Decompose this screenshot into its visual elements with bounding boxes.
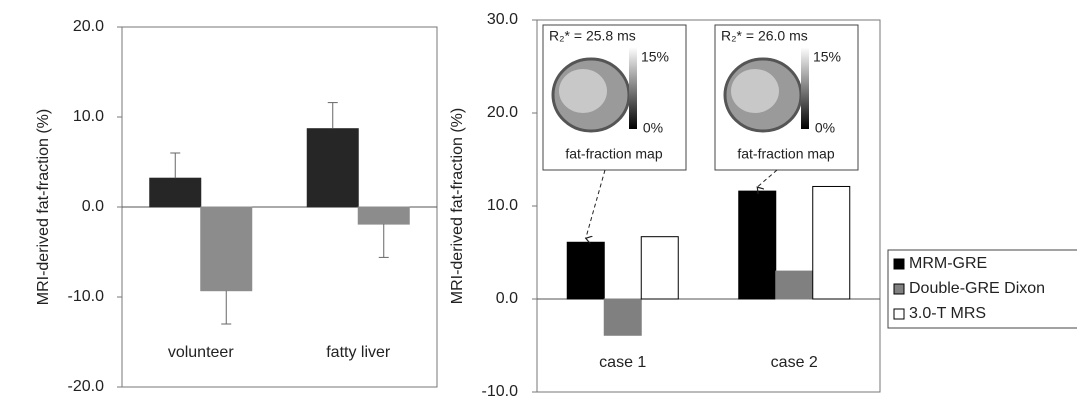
y-tick-label: 0.0 — [82, 198, 104, 215]
bar — [739, 191, 776, 299]
y-tick-label: 0.0 — [496, 290, 518, 307]
error-bar — [170, 153, 180, 178]
inset-scale-max: 15% — [641, 49, 669, 65]
inset-colorbar — [801, 47, 809, 129]
bar — [150, 178, 201, 207]
y-tick-label: 10.0 — [73, 108, 104, 125]
bar — [776, 271, 813, 299]
page: {"chart_data": [ {"type": "bar", "y_labe… — [0, 0, 1077, 398]
inset-arrow — [586, 170, 605, 238]
inset-liver-tissue — [559, 69, 607, 113]
figure: MRI-derived fat-fraction (%) -20.0 -10.0 0.… — [0, 0, 1077, 398]
x-category-label: volunteer — [168, 344, 234, 361]
x-category-label: fatty liver — [326, 344, 391, 361]
legend-swatch — [894, 259, 904, 269]
inset-scale-min: 0% — [643, 120, 663, 136]
legend-label: Double-GRE Dixon — [909, 280, 1045, 297]
inset-colorbar — [629, 47, 637, 129]
y-tick-label: 30.0 — [487, 11, 518, 28]
x-category-label: case 1 — [599, 354, 646, 371]
error-bar — [328, 103, 338, 129]
y-axis-title: MRI-derived fat-fraction (%) — [449, 108, 466, 305]
bar — [307, 129, 358, 207]
inset-title: R₂* = 26.0 ms — [721, 28, 808, 44]
y-tick-label: -10.0 — [68, 288, 105, 305]
inset-caption: fat-fraction map — [565, 146, 662, 162]
x-category-label: case 2 — [771, 354, 818, 371]
y-axis-title: MRI-derived fat-fraction (%) — [35, 109, 52, 306]
inset-scale-max: 15% — [813, 49, 841, 65]
y-tick-label: -10.0 — [482, 383, 519, 398]
bar — [358, 207, 409, 224]
bar — [813, 186, 850, 299]
legend-swatch — [894, 309, 904, 319]
y-tick-label: 10.0 — [487, 197, 518, 214]
error-bar — [221, 291, 231, 324]
inset-liver-tissue — [731, 69, 779, 113]
legend-swatch — [894, 284, 904, 294]
inset-arrow — [757, 170, 777, 187]
inset-caption: fat-fraction map — [737, 146, 834, 162]
y-tick-label: -20.0 — [68, 378, 105, 395]
bar — [567, 242, 604, 299]
bar — [604, 299, 641, 335]
error-bar — [379, 224, 389, 257]
y-tick-label: 20.0 — [487, 104, 518, 121]
legend-label: 3.0-T MRS — [909, 305, 986, 322]
y-tick-label: 20.0 — [73, 18, 104, 35]
inset-scale-min: 0% — [815, 120, 835, 136]
legend-label: MRM-GRE — [909, 255, 987, 272]
bar — [641, 237, 678, 299]
inset-title: R₂* = 25.8 ms — [549, 28, 636, 44]
bar — [201, 207, 252, 291]
